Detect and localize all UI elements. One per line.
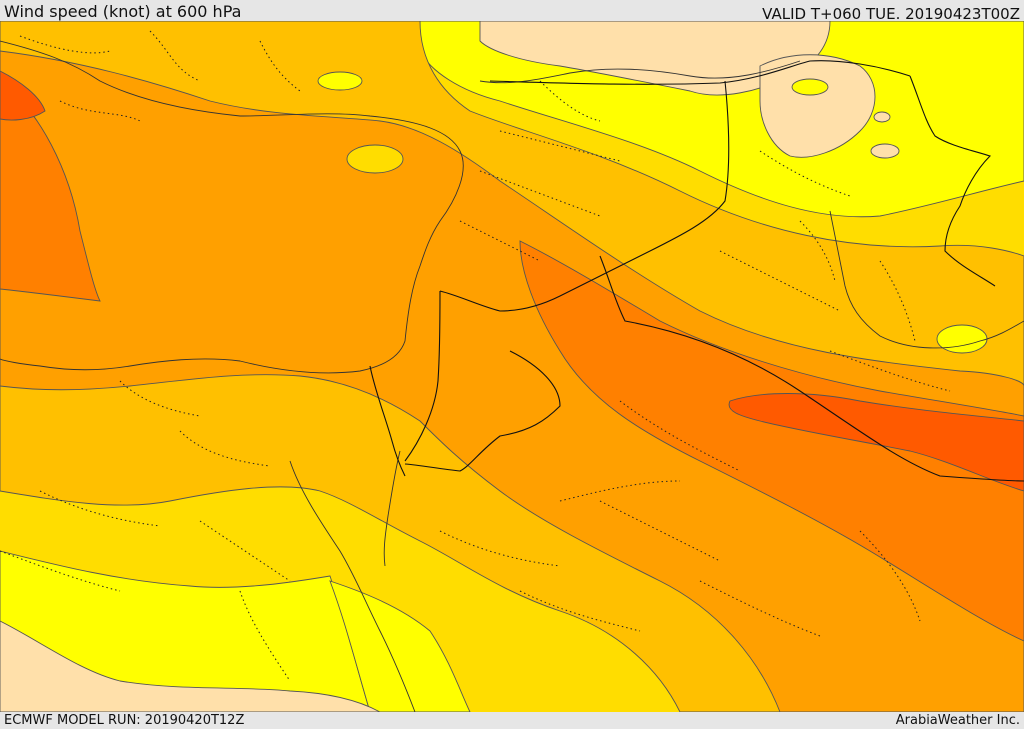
- province-lines-egypt: [0, 380, 291, 682]
- province-lines-iraq: [719, 150, 951, 392]
- header-bar: Wind speed (knot) at 600 hPa VALID T+060…: [0, 0, 1024, 23]
- coastline-red-sea: [289, 450, 416, 712]
- credit: ArabiaWeather Inc.: [895, 713, 1020, 728]
- border-jordan-saudi: [404, 350, 561, 472]
- caspian-patch: [791, 78, 829, 96]
- map-title: Wind speed (knot) at 600 hPa: [4, 2, 242, 21]
- model-run: ECMWF MODEL RUN: 20190420T12Z: [4, 713, 245, 728]
- coastline-mediterranean: [0, 40, 464, 374]
- footer-bar: ECMWF MODEL RUN: 20190420T12Z ArabiaWeat…: [0, 712, 1024, 729]
- band-orange: [0, 80, 101, 302]
- border-iraq-syria: [489, 60, 911, 85]
- desert-patch: [317, 71, 363, 91]
- province-lines-saudi: [439, 400, 921, 637]
- border-saudi-iraq: [599, 255, 1024, 482]
- valid-time: VALID T+060 TUE. 20190423T00Z: [762, 5, 1020, 23]
- lake-tharthar: [870, 143, 900, 159]
- gulf-patch: [936, 324, 988, 354]
- cyprus-patch: [346, 144, 404, 174]
- band-orange-dark-west: [0, 70, 46, 121]
- border-syria-jordan: [439, 80, 730, 312]
- province-lines-syria: [459, 80, 621, 262]
- band-lightest-southwest: [0, 620, 381, 712]
- band-orange-east: [519, 240, 1024, 642]
- band-yellow-sinai: [329, 580, 471, 712]
- coastline-black-sea: [479, 60, 801, 84]
- lake-islet: [873, 111, 891, 123]
- border-iran-iraq: [909, 75, 996, 287]
- coastline-gulf: [829, 210, 1024, 349]
- province-lines-anatolia: [19, 30, 301, 122]
- band-lightest-east: [759, 54, 876, 158]
- band-yellow-north: [419, 21, 1024, 218]
- wind-speed-map: [0, 21, 1024, 712]
- border-egypt-israel: [369, 290, 441, 477]
